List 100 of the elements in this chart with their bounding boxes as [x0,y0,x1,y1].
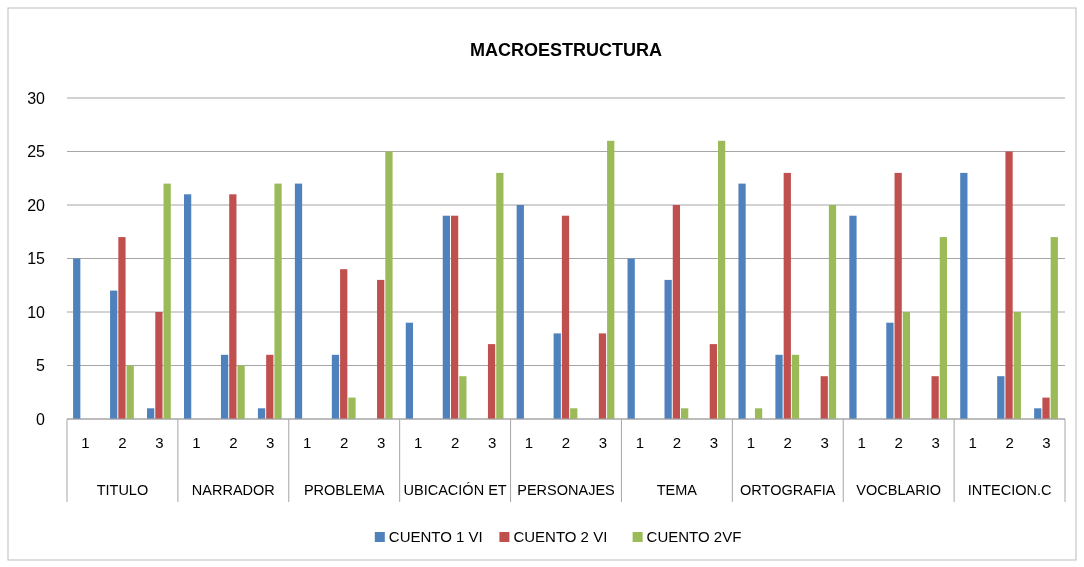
bar [570,408,578,419]
text: VOCBLARIO [856,482,941,498]
bar [183,194,192,419]
y-tick-label: 5 [36,357,46,375]
bar [257,408,266,419]
x-tick-label: 3 [931,433,940,451]
x-tick-label: 3 [1042,433,1051,451]
x-tick-label: 3 [487,433,497,451]
x-tick-label: 1 [524,433,534,451]
bar [237,365,245,419]
bar [73,258,81,419]
bar [459,376,467,419]
x-tick-label: 1 [746,433,755,451]
bar [331,354,340,419]
chart-title: MACROESTRUCTURA [470,40,662,60]
bar [607,140,615,419]
bar [442,215,450,419]
bar [294,183,303,419]
legend-label: CUENTO 1 VI [388,528,483,545]
bar [754,408,763,419]
text: UBICACIÓN ET [403,482,507,498]
bar [775,354,783,419]
bar [939,237,948,419]
text: INTECION.C [967,482,1052,498]
bar [997,376,1005,419]
bar [385,151,393,419]
bar [274,183,282,419]
y-tick-label: 15 [27,250,46,268]
bar [496,172,504,419]
bar [931,376,939,419]
bar [1005,151,1013,419]
x-tick-label: 2 [229,433,238,451]
bar [738,183,746,419]
bar [1034,408,1042,419]
bar [516,205,524,419]
x-tick-label: 1 [413,433,423,451]
text: PERSONAJES [517,482,615,498]
text: ORTOGRAFIA [740,482,836,498]
legend-label: CUENTO 2 VI [513,528,608,545]
bar [783,172,791,419]
bar [1013,312,1021,419]
y-tick-label: 10 [27,303,46,321]
y-tick-label: 30 [27,89,46,107]
bar [894,172,902,419]
bar [672,205,681,419]
bar [561,215,570,419]
x-tick-label: 2 [672,433,682,451]
bar [405,322,414,419]
bar [163,183,171,419]
bar [553,333,561,419]
x-tick-label: 1 [81,433,90,451]
y-tick-label: 25 [27,143,46,161]
bar [820,376,828,419]
x-tick-label: 1 [192,433,201,451]
bar [147,408,155,419]
bar [220,354,229,419]
x-tick-label: 3 [709,433,719,451]
bar [1042,397,1050,419]
bar [960,172,968,419]
bar [664,279,672,419]
x-tick-label: 2 [340,433,349,451]
text: TITULO [96,482,149,498]
x-tick-label: 2 [118,433,127,451]
x-tick-label: 3 [598,433,608,451]
bar [791,354,800,419]
bar [828,205,837,419]
bar [348,397,356,419]
bar [126,365,134,419]
text: NARRADOR [191,482,275,498]
x-tick-label: 3 [155,433,164,451]
bar [110,290,118,419]
bar [155,312,163,419]
x-tick-label: 1 [857,433,866,451]
bar [450,215,459,419]
bar [487,344,496,419]
x-tick-label: 1 [968,433,977,451]
bar [598,333,607,419]
bar [377,279,385,419]
x-tick-label: 2 [894,433,903,451]
bar [1050,237,1058,419]
y-tick-label: 0 [36,410,46,428]
x-tick-label: 2 [561,433,571,451]
bar [717,140,726,419]
bar [266,354,274,419]
bar [681,408,689,419]
bar [118,237,126,419]
text: TEMA [656,482,698,498]
x-tick-label: 2 [450,433,460,451]
x-tick-label: 2 [1005,433,1014,451]
bar [902,312,911,419]
x-tick-label: 3 [820,433,829,451]
x-tick-label: 1 [303,433,312,451]
bar [709,344,717,419]
x-tick-label: 3 [266,433,275,451]
bar [340,269,348,419]
y-tick-label: 20 [27,196,46,214]
x-tick-label: 2 [783,433,792,451]
bar [627,258,635,419]
x-tick-label: 3 [377,433,386,451]
text: PROBLEMA [303,482,385,498]
